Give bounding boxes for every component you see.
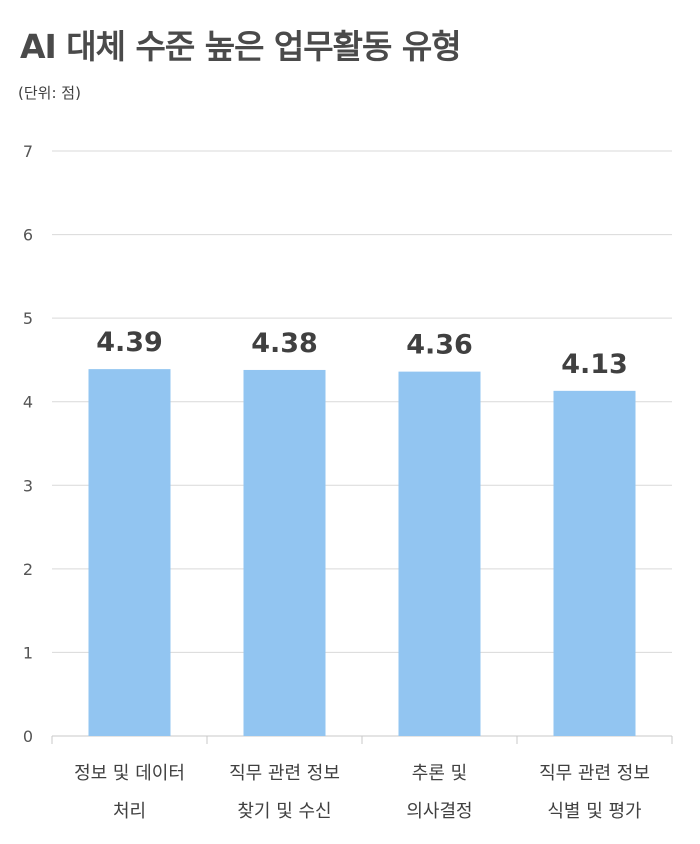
y-tick-label: 1	[23, 643, 33, 662]
bar	[398, 371, 481, 736]
chart-title: AI 대체 수준 높은 업무활동 유형	[20, 27, 462, 66]
y-tick-label: 2	[23, 560, 33, 579]
category-label: 정보 및 데이터	[74, 763, 185, 784]
data-label: 4.13	[561, 349, 628, 380]
category-label: 의사결정	[406, 801, 472, 822]
category-label: 직무 관련 정보	[539, 763, 650, 784]
y-tick-label: 5	[23, 309, 33, 328]
category-label: 처리	[113, 801, 146, 822]
category-label: 식별 및 평가	[547, 801, 641, 822]
y-tick-label: 7	[23, 142, 33, 161]
bar	[553, 390, 636, 736]
data-label: 4.36	[406, 330, 473, 361]
y-tick-label: 3	[23, 476, 33, 495]
y-tick-label: 0	[23, 727, 33, 746]
data-label: 4.38	[251, 328, 318, 359]
category-label: 추론 및	[412, 763, 467, 784]
y-tick-label: 4	[23, 393, 33, 412]
unit-note: (단위: 점)	[18, 84, 81, 102]
bar	[243, 369, 326, 736]
bar	[88, 369, 171, 736]
category-label: 직무 관련 정보	[229, 763, 340, 784]
y-tick-label: 6	[23, 226, 33, 245]
data-label: 4.39	[96, 327, 163, 358]
category-label: 찾기 및 수신	[237, 801, 331, 822]
